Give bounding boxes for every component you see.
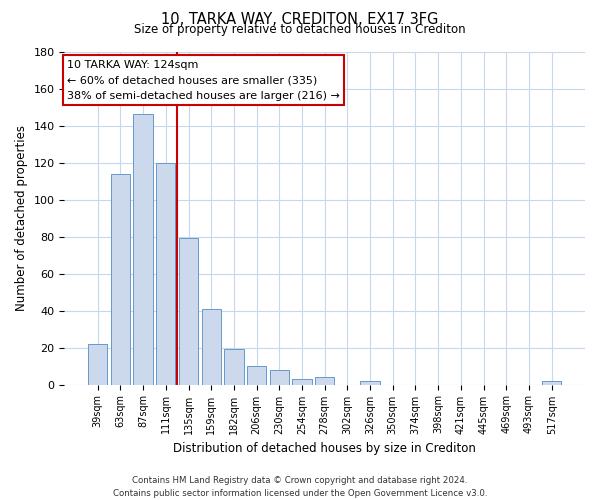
Text: Size of property relative to detached houses in Crediton: Size of property relative to detached ho… xyxy=(134,22,466,36)
Bar xyxy=(88,344,107,385)
Bar xyxy=(247,366,266,384)
Text: Contains HM Land Registry data © Crown copyright and database right 2024.
Contai: Contains HM Land Registry data © Crown c… xyxy=(113,476,487,498)
Bar xyxy=(224,350,244,384)
Bar xyxy=(361,381,380,384)
X-axis label: Distribution of detached houses by size in Crediton: Distribution of detached houses by size … xyxy=(173,442,476,455)
Y-axis label: Number of detached properties: Number of detached properties xyxy=(15,125,28,311)
Bar xyxy=(542,381,562,384)
Bar xyxy=(179,238,198,384)
Text: 10 TARKA WAY: 124sqm
← 60% of detached houses are smaller (335)
38% of semi-deta: 10 TARKA WAY: 124sqm ← 60% of detached h… xyxy=(67,60,340,101)
Bar xyxy=(292,379,311,384)
Bar xyxy=(269,370,289,384)
Bar xyxy=(111,174,130,384)
Bar xyxy=(156,162,175,384)
Text: 10, TARKA WAY, CREDITON, EX17 3FG: 10, TARKA WAY, CREDITON, EX17 3FG xyxy=(161,12,439,28)
Bar xyxy=(315,377,334,384)
Bar xyxy=(133,114,153,384)
Bar xyxy=(202,308,221,384)
